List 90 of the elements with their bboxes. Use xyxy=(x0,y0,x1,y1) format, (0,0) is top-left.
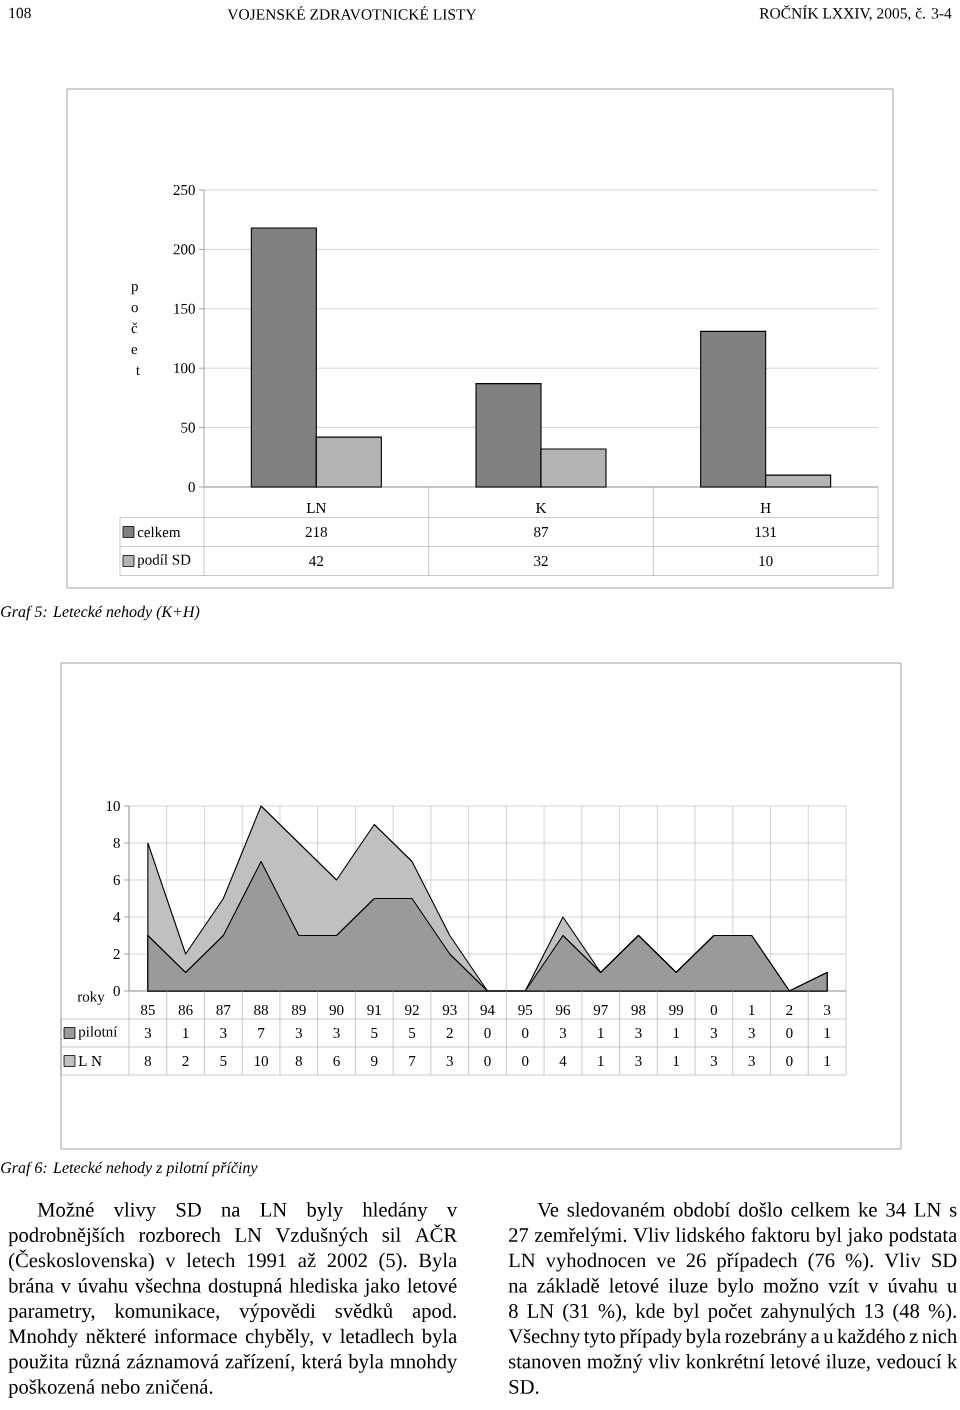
legend-label: pilotní xyxy=(78,1026,118,1040)
x-tick-label: 94 xyxy=(480,1004,495,1016)
y-tick-label: 200 xyxy=(173,244,195,255)
data-label: 1 xyxy=(598,1056,604,1066)
data-label: 5 xyxy=(220,1056,227,1066)
x-axis-title: roky xyxy=(77,991,105,1005)
x-tick-label: H xyxy=(760,503,771,513)
data-label: 6 xyxy=(333,1055,340,1067)
data-label: 7 xyxy=(409,1056,416,1066)
data-label: 1 xyxy=(673,1056,680,1066)
data-label: 42 xyxy=(309,556,323,566)
data-label: 131 xyxy=(755,526,777,538)
x-tick-label: 89 xyxy=(291,1004,306,1016)
y-tick-label: 2 xyxy=(113,949,120,959)
y-tick-label: 100 xyxy=(174,363,195,374)
x-tick-label: 1 xyxy=(749,1005,755,1015)
data-label: 3 xyxy=(220,1027,227,1039)
data-label: 87 xyxy=(534,526,549,538)
data-label: 32 xyxy=(534,555,548,567)
legend-label: celkem xyxy=(137,526,181,538)
data-label: 3 xyxy=(710,1055,718,1067)
legend-label: podíl SD xyxy=(137,554,191,568)
data-label: 0 xyxy=(786,1027,793,1039)
x-tick-label: LN xyxy=(306,503,326,513)
x-tick-label: 97 xyxy=(593,1004,608,1016)
data-label: 3 xyxy=(748,1055,755,1067)
x-tick-label: 2 xyxy=(786,1005,793,1015)
text: VOJENSKÉ ZDRAVOTNICKÉ LISTY xyxy=(227,6,477,20)
x-tick-label: 93 xyxy=(442,1004,457,1016)
text: Ve sledovaném období došlo celkem ke 34 LN s 27 zemřelými. Vliv lidského faktoru byl jako podstata LN vyhodnocen ve 26 případech (76 %). Vliv SD na základě letové iluze bylo možno vzít v úvahu u 8 LN (31 %), kde byl počet zahynulých 13 (48 %). Všechny tyto případy byla rozebrány a u každého z nich stanoven možný vliv konkrétní letové iluze, vedoucí k SD. xyxy=(508,1202,958,1394)
data-label: 1 xyxy=(598,1028,604,1038)
data-label: 3 xyxy=(635,1055,642,1067)
data-label: 10 xyxy=(254,1055,269,1067)
y-tick-label: 6 xyxy=(113,874,121,886)
x-tick-label: 95 xyxy=(518,1004,533,1016)
y-axis-title: počet xyxy=(131,283,140,376)
data-label: 3 xyxy=(710,1027,718,1039)
text: Graf 5: Letecké nehody (K+H) xyxy=(1,605,200,621)
x-tick-label: 0 xyxy=(710,1004,718,1016)
data-label: 0 xyxy=(522,1055,529,1067)
y-tick-label: 50 xyxy=(181,422,195,433)
x-tick-label: 87 xyxy=(216,1004,231,1016)
data-label: 8 xyxy=(295,1055,302,1067)
text: Graf 6: Letecké nehody z pilotní příčiny xyxy=(1,1161,258,1177)
data-label: 3 xyxy=(295,1027,302,1039)
data-label: 1 xyxy=(824,1028,830,1038)
y-tick-label: 150 xyxy=(174,303,195,314)
x-tick-label: 92 xyxy=(405,1004,419,1016)
data-label: 0 xyxy=(484,1027,491,1039)
y-tick-label: 8 xyxy=(113,837,120,849)
data-label: 0 xyxy=(484,1055,491,1067)
x-tick-label: 88 xyxy=(254,1004,269,1016)
x-tick-label: 90 xyxy=(329,1004,344,1016)
data-label: 5 xyxy=(371,1028,378,1038)
data-label: 1 xyxy=(183,1028,189,1038)
data-label: 218 xyxy=(305,526,328,538)
data-label: 1 xyxy=(673,1028,680,1038)
x-tick-label: 99 xyxy=(669,1004,684,1016)
data-label: 3 xyxy=(144,1027,152,1039)
y-tick-label: 0 xyxy=(113,985,120,997)
data-label: 10 xyxy=(759,555,773,567)
text: 108 xyxy=(9,7,31,19)
x-tick-label: 98 xyxy=(631,1004,646,1016)
data-label: 1 xyxy=(824,1056,830,1066)
data-label: 3 xyxy=(333,1027,340,1039)
legend-label: L N xyxy=(78,1056,102,1066)
x-tick-label: 86 xyxy=(178,1004,193,1016)
y-tick-label: 0 xyxy=(188,481,195,493)
data-label: 2 xyxy=(446,1028,453,1038)
x-tick-label: 91 xyxy=(367,1004,381,1016)
y-tick-label: 10 xyxy=(106,800,120,812)
x-tick-label: 96 xyxy=(555,1004,571,1016)
data-label: 3 xyxy=(559,1027,567,1039)
data-label: 9 xyxy=(371,1055,378,1067)
data-label: 0 xyxy=(522,1027,529,1039)
data-label: 3 xyxy=(635,1027,642,1039)
data-label: 3 xyxy=(748,1027,755,1039)
x-tick-label: K xyxy=(536,503,547,513)
data-label: 5 xyxy=(409,1028,416,1038)
data-label: 4 xyxy=(559,1056,567,1066)
text: ROČNÍK LXXIV, 2005, č. 3-4 xyxy=(759,5,952,21)
x-tick-label: 3 xyxy=(824,1004,831,1016)
y-tick-label: 250 xyxy=(173,184,195,196)
y-tick-label: 4 xyxy=(113,912,121,922)
text: Možné vlivy SD na LN byly hledány v podrobnějších rozborech LN Vzdušných sil AČR (Československa) v letech 1991 až 2002 (5). Byla brána v úvahu všechna dostupná hlediska jako letové parametry, komunikace, výpovědi svědků apod. Mnohdy některé informace chyběly, v letadlech byla použita různá záznamová zařízení, která byla mnohdy poškozená nebo zničená. xyxy=(8,1202,458,1399)
data-label: 0 xyxy=(786,1055,793,1067)
x-tick-label: 85 xyxy=(140,1004,155,1016)
data-label: 3 xyxy=(446,1055,453,1067)
data-label: 7 xyxy=(258,1028,265,1038)
data-label: 8 xyxy=(144,1055,152,1067)
